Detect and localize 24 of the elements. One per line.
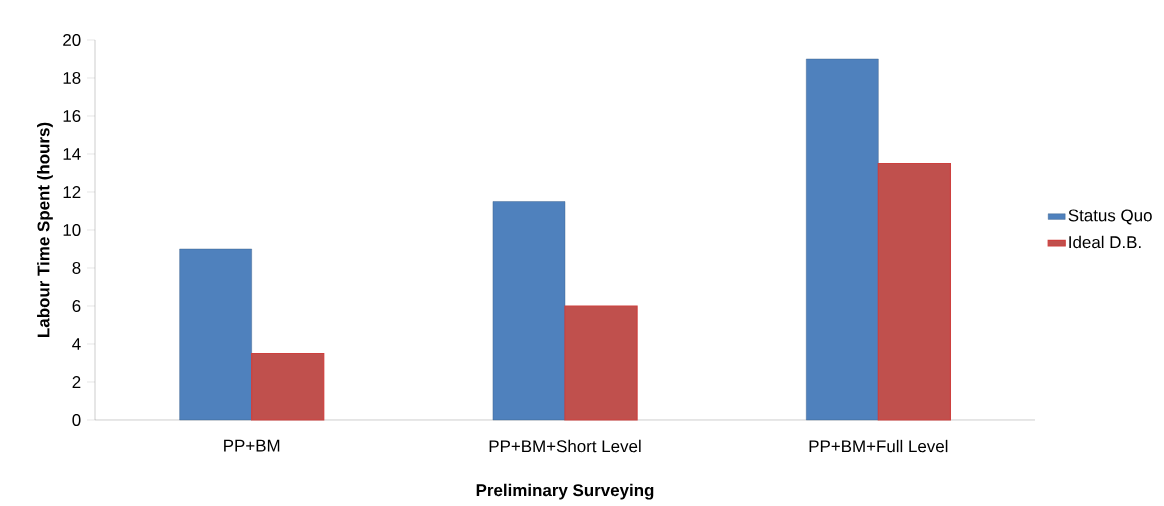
x-axis-title: Preliminary Surveying — [476, 483, 654, 500]
bar — [179, 248, 252, 421]
y-tick-label: 0 — [72, 413, 81, 426]
y-tick-label: 2 — [72, 376, 81, 388]
y-tick-label: 6 — [72, 299, 81, 312]
x-tick-label: PP+BM+Short Level — [489, 439, 641, 453]
y-tick-label: 12 — [63, 186, 81, 198]
bar — [877, 162, 952, 421]
bar — [492, 201, 566, 421]
y-tick-label: 20 — [63, 33, 81, 46]
y-tick-label: 4 — [72, 338, 81, 350]
y-tick-label: 18 — [63, 71, 81, 84]
y-tick-label: 16 — [63, 109, 81, 122]
bar — [564, 305, 638, 421]
legend-label: Ideal D.B. — [1069, 235, 1141, 249]
legend-label: Status Quo — [1068, 209, 1152, 225]
y-tick-label: 10 — [63, 223, 81, 236]
x-tick-label: PP+BM+Full Level — [809, 439, 948, 453]
bar — [806, 58, 879, 421]
y-tick-label: 14 — [63, 148, 81, 160]
y-tick-label: 8 — [72, 261, 81, 274]
bar — [251, 352, 325, 421]
x-tick-label: PP+BM — [224, 439, 280, 452]
y-axis-title: Labour Time Spent (hours) — [37, 122, 53, 337]
